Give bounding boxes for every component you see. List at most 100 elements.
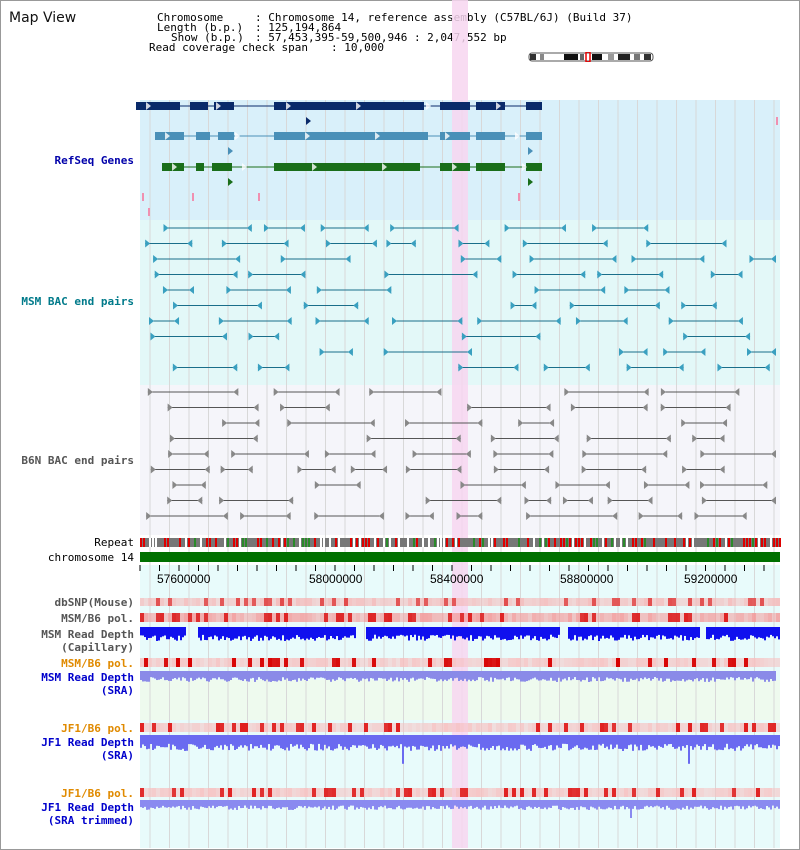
repeat-element: [527, 538, 529, 547]
read-depth-bar: [364, 671, 366, 680]
read-depth-bar: [378, 735, 380, 749]
polymorphism-cell: [468, 788, 472, 797]
read-depth-bar: [456, 627, 458, 637]
read-depth-bar: [330, 735, 332, 751]
read-depth-bar: [166, 735, 168, 748]
polymorphism-cell: [368, 613, 372, 622]
chromosome-ideogram[interactable]: [528, 52, 654, 62]
polymorphism-cell: [340, 723, 344, 732]
bac-end-marker: [658, 270, 664, 279]
bac-end-marker: [771, 255, 776, 263]
repeat-element: [308, 538, 310, 547]
read-depth-bar: [436, 735, 438, 750]
read-depth-bar: [352, 800, 354, 806]
repeat-element: [539, 538, 541, 547]
strand-arrow: [452, 163, 457, 171]
polymorphism-cell: [588, 723, 592, 732]
read-depth-bar: [212, 627, 214, 640]
read-depth-bar: [352, 671, 354, 679]
read-depth-bar: [590, 735, 592, 750]
read-depth-bar: [260, 735, 262, 745]
polymorphism-cell: [184, 788, 188, 797]
read-depth-bar: [500, 735, 502, 751]
read-depth-bar: [256, 735, 258, 747]
read-depth-bar: [466, 627, 468, 638]
read-depth-bar: [260, 671, 262, 679]
read-depth-bar: [418, 627, 420, 636]
read-depth-bar: [160, 800, 162, 808]
polymorphism-cell: [500, 658, 504, 667]
polymorphism-cell: [572, 613, 576, 622]
read-depth-bar: [674, 671, 676, 682]
read-depth-bar: [596, 735, 598, 750]
polymorphism-cell: [424, 613, 428, 622]
msm-b6-pol-label-1: MSM/B6 pol.: [61, 612, 134, 625]
polymorphism-cell: [700, 613, 704, 622]
read-depth-bar: [280, 627, 282, 641]
read-depth-bar: [338, 627, 340, 641]
bac-end-marker: [477, 317, 483, 325]
read-depth-bar: [704, 735, 706, 745]
polymorphism-cell: [432, 658, 436, 667]
read-depth-bar: [324, 627, 326, 636]
read-depth-bar: [306, 735, 308, 751]
read-depth-bar: [322, 735, 324, 751]
polymorphism-cell: [704, 598, 708, 606]
polymorphism-cell: [572, 598, 576, 606]
read-depth-bar: [164, 671, 166, 681]
read-depth-bar: [724, 627, 726, 637]
read-depth-bar: [654, 671, 656, 678]
polymorphism-cell: [480, 658, 484, 667]
read-depth-bar: [240, 627, 242, 641]
read-depth-bar: [548, 735, 550, 746]
polymorphism-cell: [712, 658, 716, 667]
read-depth-bar: [242, 735, 244, 748]
gene-marker: [776, 117, 778, 125]
bac-end-marker: [719, 434, 725, 443]
read-depth-bar: [262, 671, 264, 681]
read-depth-bar: [738, 735, 740, 747]
polymorphism-cell: [580, 598, 584, 606]
polymorphism-cell: [760, 723, 764, 732]
read-depth-bar: [276, 800, 278, 809]
polymorphism-cell: [536, 598, 540, 606]
polymorphism-cell: [540, 723, 544, 732]
read-depth-bar: [766, 735, 768, 749]
polymorphism-cell: [432, 613, 436, 622]
read-depth-bar: [236, 671, 238, 678]
read-depth-bar: [548, 627, 550, 640]
polymorphism-cell: [416, 788, 420, 797]
read-depth-bar: [750, 735, 752, 745]
read-depth-bar: [186, 800, 188, 810]
read-depth-bar: [164, 735, 166, 748]
polymorphism-cell: [752, 613, 756, 622]
polymorphism-cell: [616, 658, 620, 667]
read-depth-bar: [666, 671, 668, 679]
read-depth-bar: [326, 735, 328, 749]
polymorphism-cell: [416, 658, 420, 667]
read-depth-bar: [690, 735, 692, 747]
read-depth-bar: [714, 627, 716, 640]
polymorphism-cell: [544, 723, 548, 732]
bac-end-marker: [504, 224, 510, 232]
bac-end-marker: [324, 403, 330, 412]
polymorphism-cell: [184, 723, 188, 732]
polymorphism-cell: [756, 613, 760, 622]
read-depth-bar: [660, 627, 662, 640]
read-depth-bar: [492, 800, 494, 809]
read-depth-bar: [270, 735, 272, 751]
polymorphism-cell: [584, 658, 588, 667]
read-depth-bar: [408, 735, 410, 747]
polymorphism-cell: [604, 658, 608, 667]
read-depth-bar: [680, 627, 682, 636]
polymorphism-cell: [596, 613, 600, 622]
read-depth-bar: [546, 735, 548, 750]
bac-end-marker: [252, 434, 258, 443]
read-depth-bar: [638, 800, 640, 810]
read-depth-bar: [736, 735, 738, 748]
repeat-element: [329, 538, 331, 547]
read-depth-bar: [438, 627, 440, 638]
read-depth-bar: [606, 627, 608, 638]
read-depth-bar: [552, 800, 554, 806]
